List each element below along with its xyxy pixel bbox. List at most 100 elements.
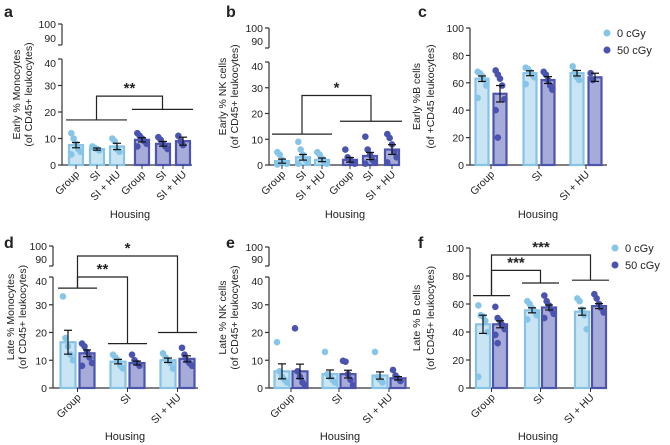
panel-c-data-point [587, 69, 594, 77]
panel-e-y-tick-label: 40 [251, 276, 263, 288]
panel-c-data-point [474, 94, 481, 102]
panel-c-data-point [569, 63, 576, 70]
panel-b-y-tick-label: 100 [245, 23, 263, 35]
panel-a-y-tick-label: 90 [44, 33, 56, 45]
panel-b-data-point [295, 160, 302, 168]
panel-e-data-point [389, 366, 397, 374]
panel-f-significance-bracket [490, 254, 592, 296]
panel-f-y-tick-label: 100 [446, 243, 464, 255]
panel-d-y-tick-label: 0 [41, 383, 47, 395]
panel-c-data-point [496, 75, 504, 82]
panel-c-data-point [492, 106, 499, 114]
panel-d-x-axis-title: Housing [105, 431, 145, 443]
panel-b-data-point [362, 133, 369, 140]
panel-c-x-tick-label: SI + HU [557, 169, 592, 204]
panel-b-y-tick-label: 30 [251, 83, 263, 95]
panel-f-bar [573, 310, 591, 390]
panel-c-y-axis-title: Early %B cells [411, 63, 423, 130]
panel-a-y-tick-label: 40 [44, 58, 56, 70]
panel-e-y-tick-label: 0 [257, 383, 263, 395]
panel-f-data-point [501, 325, 508, 333]
panel-e-data-point [371, 348, 379, 356]
panel-a-x-tick-label: Group [119, 169, 148, 198]
panel-d-data-point [59, 293, 67, 300]
panel-b-data-point [362, 160, 369, 168]
panel-d-data-point [119, 365, 127, 372]
panel-b-y-axis-title: Early % NK cells [217, 58, 229, 136]
panel-b-y-tick-label: 0 [257, 160, 263, 172]
panel-d-significance-label: ** [97, 261, 109, 278]
panel-d-data-point [178, 344, 186, 352]
panel-e-x-tick-label: Group [268, 392, 297, 421]
panel-d-y-tick-label: 40 [35, 276, 47, 288]
panel-c-letter: c [418, 4, 427, 21]
panel-c-legend-label: 50 cGy [617, 45, 652, 57]
panel-e-data-point [294, 368, 301, 375]
panel-e-x-axis-title: Housing [320, 431, 360, 443]
panel-d-data-point [136, 362, 143, 370]
panel-b-data-point [304, 159, 311, 166]
panel-d-y-tick-label: 10 [35, 355, 47, 367]
panel-d-x-tick-label: SI [118, 392, 134, 408]
panel-a-y-axis-title: (of CD45+ leukocytes) [23, 42, 35, 146]
panel-f-bar [590, 305, 608, 390]
panel-f-legend-label: 50 cGy [625, 260, 660, 272]
panel-c-data-point [575, 76, 583, 84]
panel-b-data-point [391, 148, 398, 156]
panel-f-significance-label: *** [507, 254, 525, 271]
panel-e-letter: e [226, 235, 235, 252]
panel-a-y-tick-label: 10 [44, 134, 56, 146]
panel-f-significance-label: *** [532, 239, 550, 256]
panel-a-letter: a [4, 4, 13, 21]
panel-f-legend-label: 0 cGy [625, 243, 654, 255]
panel-c-legend-label: 0 cGy [617, 28, 646, 40]
panel-f-data-point [576, 297, 583, 305]
panel-c-data-point [522, 80, 529, 88]
panel-b-data-point [351, 160, 358, 168]
panel-f-y-tick-label: 80 [452, 271, 464, 283]
panel-d-data-point [62, 334, 69, 342]
panel-c-x-axis-title: Housing [518, 209, 558, 221]
panel-f-data-point [550, 310, 557, 318]
panel-b-y-tick-label: 90 [251, 36, 263, 48]
panel-f-data-point [475, 302, 482, 309]
panel-c-bar [492, 92, 508, 167]
panel-d-y-tick-label: 90 [35, 254, 47, 266]
panel-e-y-axis-title: (of CD45+ leukocytes) [229, 265, 241, 369]
panel-f-data-point [482, 317, 489, 325]
panel-c-data-point [531, 74, 538, 81]
panel-f-data-point [533, 311, 540, 319]
panel-c-data-point [483, 82, 490, 89]
panel-e-y-tick-label: 100 [245, 242, 263, 254]
panel-e-data-point [331, 379, 339, 386]
panel-f-y-tick-label: 60 [452, 299, 464, 311]
panel-b-x-tick-label: SI [361, 169, 377, 185]
panel-b-data-point [386, 134, 393, 142]
panel-f-data-point [593, 295, 600, 302]
panel-f-x-tick-label: Group [468, 392, 497, 421]
panel-e-y-axis-title: Late % NK cells [217, 280, 229, 354]
panel-a-data-point [77, 148, 84, 156]
panel-c-y-tick-label: 40 [452, 105, 464, 117]
panel-c-bar [569, 72, 585, 167]
panel-f-data-point [600, 309, 607, 316]
panel-f-data-point [494, 339, 501, 347]
panel-d-data-point [78, 362, 86, 370]
panel-b-data-point [364, 146, 371, 153]
panel-a-significance-bracket [95, 95, 164, 120]
panel-f-y-tick-label: 20 [452, 355, 464, 367]
panel-e-y-tick-label: 20 [251, 328, 263, 340]
panel-e-x-tick-label: SI [330, 392, 346, 408]
panel-b-data-point [276, 151, 283, 158]
panel-c-y-axis-title: (of +CD45 leukocytes) [425, 44, 437, 148]
panel-c-x-tick-label: Group [468, 169, 497, 198]
panel-d-data-point [169, 365, 177, 372]
panel-f-data-point [524, 316, 531, 323]
panel-b-letter: b [226, 4, 236, 21]
panel-b-data-point [295, 138, 302, 146]
panel-e-data-point [273, 338, 281, 346]
panel-a-data-point [68, 151, 75, 158]
panel-f-legend-marker [611, 244, 619, 252]
panel-d-y-tick-label: 20 [35, 328, 47, 340]
